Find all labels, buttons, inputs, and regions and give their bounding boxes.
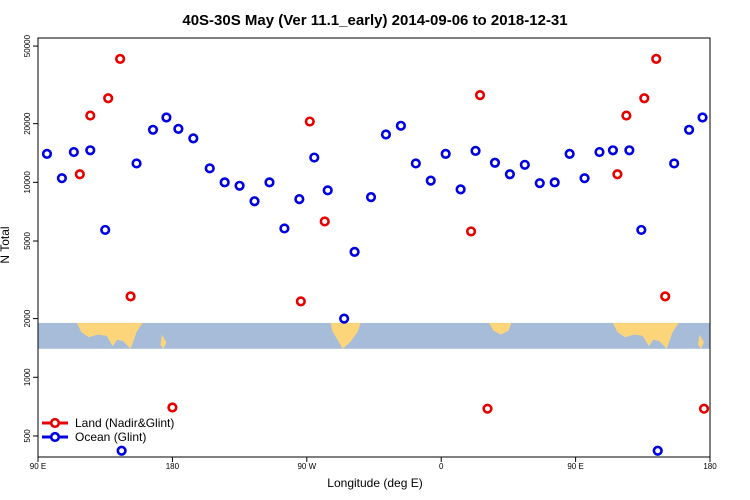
y-tick-label: 500: [23, 429, 32, 443]
australia-shape: [612, 322, 679, 349]
ocean-point: [564, 148, 575, 159]
legend-marker: [49, 431, 61, 443]
ocean-point: [322, 185, 333, 196]
ocean-point: [100, 224, 111, 236]
land-point: [74, 169, 85, 180]
ocean-point: [131, 158, 142, 169]
x-tick-label: 180: [703, 462, 717, 471]
land-point: [85, 110, 96, 121]
south-america-shape: [489, 322, 512, 335]
legend-marker: [49, 417, 61, 429]
ocean-point: [470, 145, 481, 156]
ocean-point: [204, 163, 215, 174]
ocean-point: [85, 145, 96, 156]
ocean-point: [534, 178, 545, 189]
new-zealand-shape: [160, 334, 167, 349]
plot-frame: [37, 37, 711, 458]
x-axis-label: Longitude (deg E): [327, 476, 422, 490]
ocean-point: [425, 175, 436, 186]
land-point: [304, 116, 315, 127]
x-tick-label: 180: [166, 462, 180, 471]
land-point: [621, 110, 632, 121]
land-point: [103, 93, 114, 104]
new-zealand-shape: [698, 334, 704, 349]
ocean-point: [504, 169, 515, 180]
ocean-point: [395, 120, 406, 131]
legend-label: Land (Nadir&Glint): [75, 416, 174, 430]
ocean-point: [161, 112, 172, 123]
ocean-point: [455, 184, 466, 195]
land-point: [295, 296, 306, 307]
x-tick-label: 90 E: [30, 462, 46, 471]
legend: Land (Nadir&Glint)Ocean (Glint): [42, 416, 174, 444]
ocean-point: [68, 146, 79, 158]
ocean-point: [594, 146, 605, 158]
land-point: [125, 291, 136, 302]
x-axis: 90 E 180 90 W 0 90 E 180: [30, 457, 717, 471]
australia-shape: [76, 322, 143, 349]
land-point: [167, 402, 178, 413]
y-tick-label: 50000: [23, 34, 32, 57]
ocean-point: [249, 196, 260, 207]
ocean-point: [697, 112, 708, 123]
ocean-point: [349, 246, 360, 257]
ocean-point: [636, 224, 647, 236]
land-point: [651, 53, 662, 64]
land-point: [612, 169, 623, 180]
ocean-point: [519, 159, 530, 170]
ocean-point: [440, 148, 451, 159]
land-point: [698, 403, 710, 414]
ocean-point: [380, 129, 392, 140]
ocean-point: [607, 145, 619, 156]
y-tick-label: 1000: [23, 368, 32, 386]
ocean-point: [234, 180, 245, 191]
y-axis: 500 1000 2000 5000 10000 20000 50000: [23, 34, 38, 443]
x-tick-label: 0: [439, 462, 444, 471]
land-point: [482, 403, 493, 414]
ocean-point: [624, 145, 635, 156]
y-axis-label: N Total: [0, 226, 12, 263]
africa-shape: [330, 322, 361, 349]
y-tick-label: 5000: [23, 232, 32, 250]
ocean-point: [669, 158, 680, 169]
y-tick-label: 10000: [23, 171, 32, 194]
legend-label: Ocean (Glint): [75, 430, 146, 444]
y-tick-label: 2000: [23, 309, 32, 327]
land-point: [319, 216, 330, 227]
y-tick-label: 20000: [23, 112, 32, 135]
land-point: [115, 53, 126, 64]
x-tick-label: 90 E: [567, 462, 583, 471]
ocean-point: [410, 158, 421, 169]
ocean-point: [279, 223, 290, 234]
ocean-point: [264, 177, 275, 188]
ocean-point: [56, 173, 67, 184]
map-strip: [38, 322, 710, 349]
ocean-point: [173, 123, 184, 134]
ocean-point: [489, 157, 501, 168]
ocean-point: [309, 152, 320, 163]
ocean-point: [365, 191, 377, 203]
land-point: [660, 291, 671, 302]
ocean-point: [683, 124, 695, 135]
chart-title: 40S-30S May (Ver 11.1_early) 2014-09-06 …: [182, 12, 567, 29]
land-point: [639, 93, 650, 104]
ocean-point: [339, 313, 350, 324]
ocean-point: [188, 133, 199, 144]
ocean-point: [219, 177, 230, 188]
ocean-point: [41, 148, 53, 159]
land-point: [465, 226, 477, 237]
ocean-point: [116, 445, 127, 456]
land-point: [474, 90, 486, 101]
ocean-point: [147, 124, 159, 135]
data-points: [41, 53, 710, 456]
x-tick-label: 90 W: [297, 462, 316, 471]
ocean-point: [294, 194, 305, 205]
ocean-band: [38, 322, 710, 349]
ocean-point: [549, 177, 560, 188]
ocean-point: [652, 445, 663, 456]
ocean-point: [579, 173, 590, 184]
